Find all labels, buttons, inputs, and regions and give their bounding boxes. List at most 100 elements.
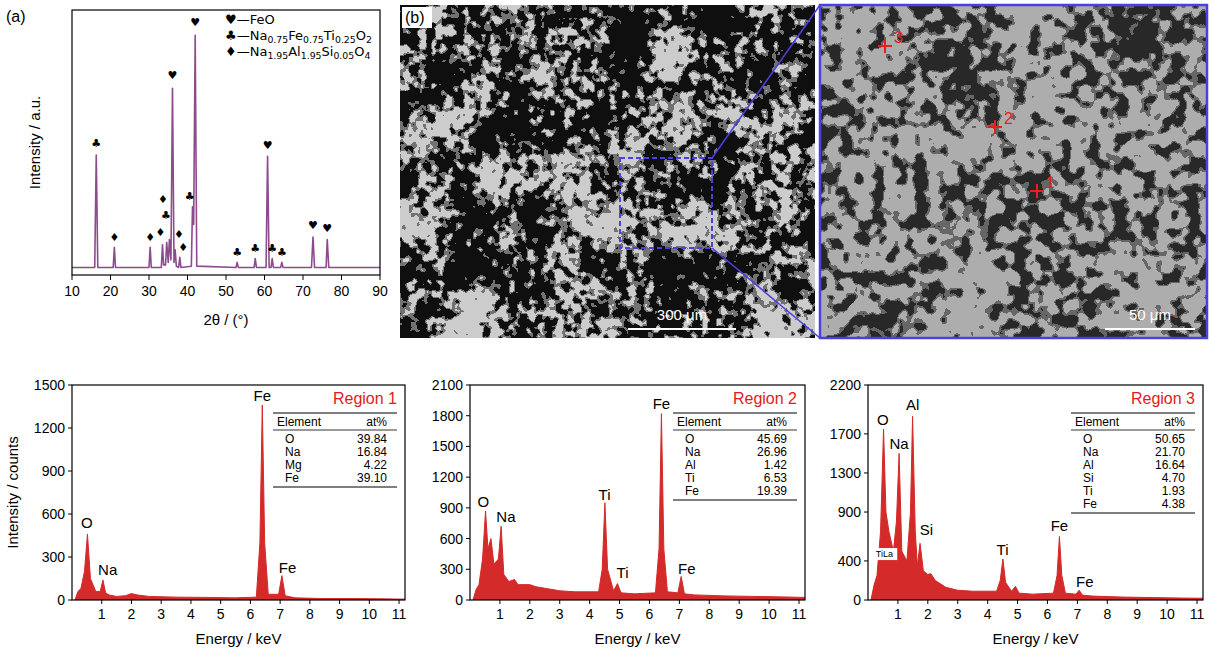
y-tick-label: 1700 bbox=[830, 426, 861, 442]
peak-marker: ♦ bbox=[158, 193, 168, 206]
table-rule bbox=[1071, 512, 1195, 513]
y-tick-label: 900 bbox=[42, 463, 66, 479]
point-cross bbox=[884, 39, 886, 53]
x-tick bbox=[309, 600, 310, 604]
y-tick-label: 1300 bbox=[830, 465, 861, 481]
scale-bar bbox=[1105, 328, 1195, 330]
y-tick-label: 2200 bbox=[830, 377, 861, 393]
table-rule bbox=[273, 486, 397, 487]
x-tick-label: 11 bbox=[1190, 606, 1205, 622]
table-rule bbox=[673, 499, 797, 500]
element-label: Ti bbox=[617, 564, 629, 581]
x-tick bbox=[799, 600, 800, 604]
scale-bar-label: 50 μm bbox=[1129, 306, 1171, 323]
legend-entry: ♦—Na1.95Al1.95Si0.05O4 bbox=[225, 44, 370, 61]
peak-marker: ♦ bbox=[174, 228, 184, 241]
x-tick-label: 40 bbox=[180, 283, 196, 299]
legend: ♥—FeO♣—Na0.75Fe0.75Ti0.25O2♦—Na1.95Al1.9… bbox=[225, 12, 372, 61]
table-cell: 45.69 bbox=[757, 432, 787, 446]
table-cell: 1.42 bbox=[764, 458, 788, 472]
element-label: TiLa bbox=[876, 549, 893, 559]
point-cross bbox=[1036, 184, 1038, 198]
peak-marker: ♥ bbox=[322, 222, 332, 235]
table-cell: Fe bbox=[685, 484, 699, 498]
y-tick-label: 400 bbox=[838, 553, 862, 569]
table-rule bbox=[273, 430, 397, 431]
peak-marker: ♣ bbox=[161, 209, 171, 222]
table-cell: O bbox=[1083, 432, 1092, 446]
x-tick-label: 4 bbox=[187, 606, 195, 622]
x-tick-label: 1 bbox=[496, 606, 504, 622]
spectrum-area bbox=[473, 414, 805, 600]
y-axis-title: Intensity / a.u. bbox=[26, 96, 43, 189]
x-tick-label: 7 bbox=[675, 606, 683, 622]
table-cell: 4.38 bbox=[1162, 497, 1186, 511]
x-tick bbox=[897, 600, 898, 604]
x-tick-label: 8 bbox=[705, 606, 713, 622]
panel-label: (b) bbox=[405, 9, 425, 26]
element-label: O bbox=[877, 411, 889, 428]
x-tick bbox=[499, 600, 500, 604]
table-cell: 6.53 bbox=[764, 471, 788, 485]
y-tick bbox=[864, 433, 868, 434]
x-tick bbox=[161, 600, 162, 604]
scale-bar-label: 300 μm bbox=[657, 306, 707, 323]
x-tick bbox=[303, 275, 304, 280]
x-tick-label: 2 bbox=[526, 606, 534, 622]
x-tick-label: 10 bbox=[1159, 606, 1175, 622]
x-tick bbox=[1077, 600, 1078, 604]
x-tick bbox=[649, 600, 650, 604]
y-tick bbox=[68, 428, 72, 429]
y-tick bbox=[864, 560, 868, 561]
peak-marker: ♥ bbox=[168, 69, 178, 82]
y-tick-label: 300 bbox=[440, 561, 464, 577]
x-tick-label: 3 bbox=[954, 606, 962, 622]
table-cell: 1.93 bbox=[1162, 484, 1186, 498]
x-tick-label: 9 bbox=[735, 606, 743, 622]
x-tick bbox=[369, 600, 370, 604]
peak-marker: ♣ bbox=[185, 190, 195, 203]
x-tick bbox=[1017, 600, 1018, 604]
x-tick-label: 9 bbox=[336, 606, 344, 622]
x-tick bbox=[280, 600, 281, 604]
plot-area bbox=[75, 405, 405, 600]
y-tick-label: 1200 bbox=[432, 469, 463, 485]
x-tick-label: 4 bbox=[984, 606, 992, 622]
peak-marker: ♣ bbox=[232, 246, 242, 259]
x-tick bbox=[957, 600, 958, 604]
x-tick-label: 3 bbox=[157, 606, 165, 622]
y-tick bbox=[466, 415, 470, 416]
x-tick-label: 11 bbox=[392, 606, 407, 622]
y-tick bbox=[864, 472, 868, 473]
y-tick bbox=[466, 477, 470, 478]
table-cell: Al bbox=[685, 458, 696, 472]
table-cell: Na bbox=[1083, 445, 1099, 459]
x-tick bbox=[187, 275, 188, 280]
x-tick-label: 10 bbox=[64, 283, 80, 299]
x-tick-label: 10 bbox=[362, 606, 378, 622]
table-cell: Fe bbox=[285, 471, 299, 485]
scale-bar bbox=[628, 328, 736, 330]
x-tick bbox=[149, 275, 150, 280]
x-tick-label: 30 bbox=[141, 283, 157, 299]
x-tick bbox=[769, 600, 770, 604]
table-cell: O bbox=[285, 432, 294, 446]
x-tick-label: 6 bbox=[646, 606, 654, 622]
element-label: Fe bbox=[279, 559, 297, 576]
x-tick-label: 8 bbox=[306, 606, 314, 622]
y-tick bbox=[68, 557, 72, 558]
plot-area bbox=[871, 416, 1203, 600]
x-tick-label: 8 bbox=[1103, 606, 1111, 622]
x-tick bbox=[1167, 600, 1168, 604]
y-tick-label: 0 bbox=[853, 592, 861, 608]
table-cell: 21.70 bbox=[1155, 445, 1185, 459]
table-cell: Mg bbox=[285, 458, 302, 472]
table-cell: 19.39 bbox=[757, 484, 787, 498]
plot-frame bbox=[470, 385, 805, 600]
x-tick bbox=[1197, 600, 1198, 604]
y-tick bbox=[68, 514, 72, 515]
table-cell: 26.96 bbox=[757, 445, 787, 459]
table-cell: Si bbox=[1083, 471, 1094, 485]
y-tick-label: 600 bbox=[440, 531, 464, 547]
legend-entry: ♥—FeO bbox=[225, 12, 275, 27]
